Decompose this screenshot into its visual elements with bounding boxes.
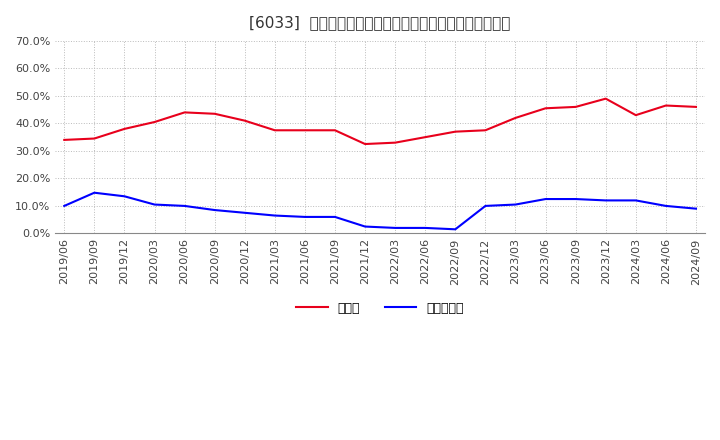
現預金 (662, 103, 670, 108)
有利子負債 (210, 207, 219, 213)
現預金 (361, 141, 369, 147)
有利子負債 (180, 203, 189, 209)
有利子負債 (421, 225, 430, 231)
有利子負債 (300, 214, 309, 220)
現預金 (240, 118, 249, 123)
有利子負債 (271, 213, 279, 218)
有利子負債 (541, 196, 550, 202)
現預金 (180, 110, 189, 115)
現預金 (330, 128, 339, 133)
現預金 (90, 136, 99, 141)
現預金 (601, 96, 610, 101)
現預金 (451, 129, 459, 134)
有利子負債 (330, 214, 339, 220)
有利子負債 (150, 202, 159, 207)
現預金 (120, 126, 129, 132)
Title: [6033]  現預金、有利子負債の総資産に対する比率の推移: [6033] 現預金、有利子負債の総資産に対する比率の推移 (249, 15, 510, 30)
現預金 (60, 137, 68, 143)
Line: 現預金: 現預金 (64, 99, 696, 144)
有利子負債 (90, 190, 99, 195)
現預金 (511, 115, 520, 121)
有利子負債 (451, 227, 459, 232)
現預金 (150, 119, 159, 125)
有利子負債 (481, 203, 490, 209)
有利子負債 (572, 196, 580, 202)
現預金 (541, 106, 550, 111)
現預金 (210, 111, 219, 117)
有利子負債 (361, 224, 369, 229)
現預金 (692, 104, 701, 110)
現預金 (271, 128, 279, 133)
有利子負債 (391, 225, 400, 231)
有利子負債 (240, 210, 249, 216)
有利子負債 (662, 203, 670, 209)
現預金 (631, 113, 640, 118)
現預金 (300, 128, 309, 133)
有利子負債 (601, 198, 610, 203)
有利子負債 (60, 203, 68, 209)
現預金 (391, 140, 400, 145)
Line: 有利子負債: 有利子負債 (64, 193, 696, 229)
有利子負債 (511, 202, 520, 207)
有利子負債 (120, 194, 129, 199)
現預金 (481, 128, 490, 133)
Legend: 現預金, 有利子負債: 現預金, 有利子負債 (292, 297, 469, 319)
有利子負債 (692, 206, 701, 211)
現預金 (421, 135, 430, 140)
現預金 (572, 104, 580, 110)
有利子負債 (631, 198, 640, 203)
